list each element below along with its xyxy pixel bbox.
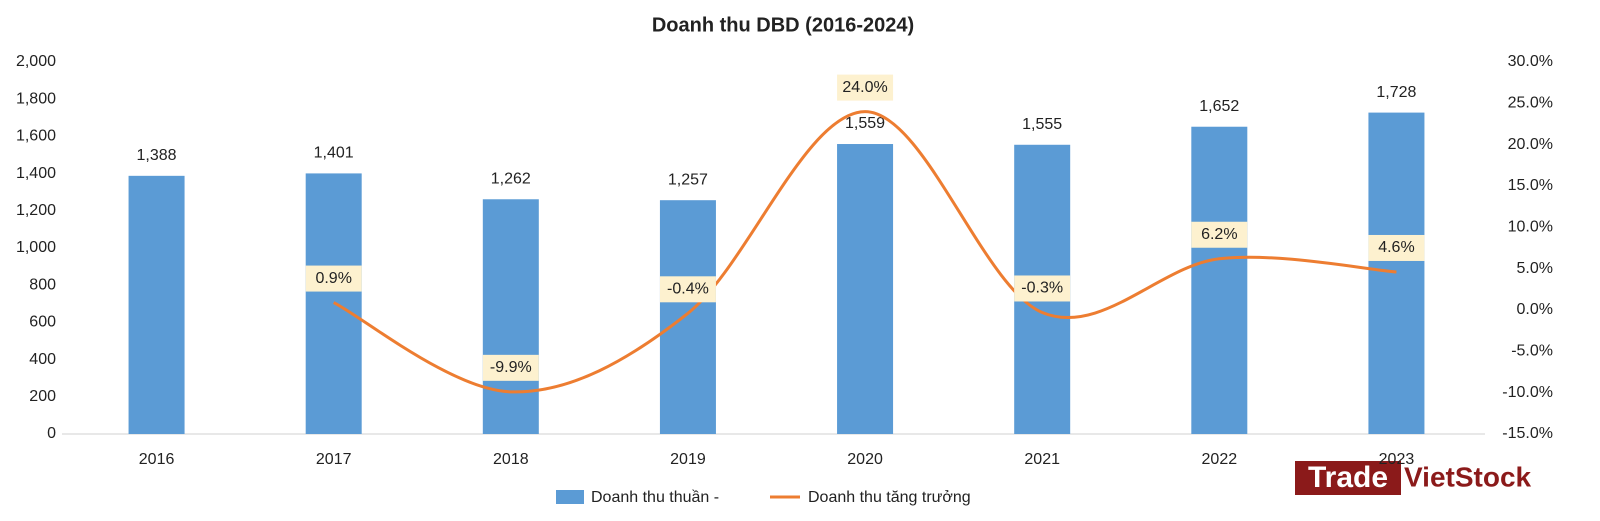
y2-tick-label: 30.0% bbox=[1508, 53, 1553, 70]
value-label-box bbox=[482, 354, 539, 381]
bar-value-label: 1,555 bbox=[1022, 116, 1062, 133]
line-value-label: 24.0% bbox=[842, 79, 887, 96]
legend-label: Doanh thu thuần - bbox=[591, 489, 719, 506]
watermark: Trade bbox=[1308, 461, 1388, 494]
bar-value-label: 1,401 bbox=[314, 145, 354, 162]
y2-tick-label: 10.0% bbox=[1508, 219, 1553, 236]
line-value-label: 4.6% bbox=[1378, 239, 1414, 256]
bar-value-label: 1,257 bbox=[668, 171, 708, 188]
bar bbox=[1191, 126, 1248, 434]
y-tick-label: 1,400 bbox=[16, 165, 56, 182]
line bbox=[333, 110, 1397, 394]
x-tick-label: 2016 bbox=[139, 451, 175, 468]
bar-value-label: 1,728 bbox=[1376, 84, 1416, 101]
y2-tick-label: 15.0% bbox=[1508, 177, 1553, 194]
y-tick-label: 200 bbox=[29, 388, 56, 405]
line-value-label: 0.9% bbox=[315, 270, 351, 287]
y2-tick-label: -5.0% bbox=[1511, 343, 1553, 360]
y-tick-label: 1,800 bbox=[16, 90, 56, 107]
x-tick-label: 2023 bbox=[1379, 451, 1415, 468]
line-value-label: -9.9% bbox=[490, 359, 532, 376]
value-label-box bbox=[1368, 234, 1425, 261]
y-tick-label: 2,000 bbox=[16, 53, 56, 70]
value-label-box bbox=[1014, 275, 1071, 302]
y-tick-label: 400 bbox=[29, 351, 56, 368]
y2-tick-label: 20.0% bbox=[1508, 136, 1553, 153]
y-tick-label: 1,200 bbox=[16, 202, 56, 219]
x-tick-label: 2020 bbox=[847, 451, 883, 468]
x-tick-label: 2022 bbox=[1202, 451, 1238, 468]
watermark-box bbox=[1295, 461, 1401, 495]
y-tick-label: 0 bbox=[47, 425, 56, 442]
y2-tick-label: 0.0% bbox=[1517, 301, 1553, 318]
y2-tick-label: -15.0% bbox=[1502, 425, 1553, 442]
line-value-label: -0.3% bbox=[1021, 280, 1063, 297]
x-tick-label: 2019 bbox=[670, 451, 706, 468]
bar-value-label: 1,388 bbox=[137, 147, 177, 164]
y-tick-label: 600 bbox=[29, 314, 56, 331]
legend-label: Doanh thu tăng trưởng bbox=[808, 489, 971, 506]
line-value-label: -0.4% bbox=[667, 281, 709, 298]
bar-value-label: 1,652 bbox=[1199, 98, 1239, 115]
y-tick-label: 1,000 bbox=[16, 239, 56, 256]
bar-value-label: 1,262 bbox=[491, 170, 531, 187]
bar bbox=[837, 144, 894, 434]
y2-tick-label: -10.0% bbox=[1502, 384, 1553, 401]
bar bbox=[659, 200, 716, 434]
x-tick-label: 2018 bbox=[493, 451, 529, 468]
value-label-box bbox=[659, 276, 716, 303]
value-label-box bbox=[837, 74, 894, 101]
value-label-box bbox=[305, 265, 362, 292]
bar bbox=[1368, 112, 1425, 434]
bar-value-label: 1,559 bbox=[845, 115, 885, 132]
bar bbox=[482, 199, 539, 434]
x-tick-label: 2021 bbox=[1024, 451, 1060, 468]
value-label-box bbox=[1191, 221, 1248, 248]
y-tick-label: 1,600 bbox=[16, 128, 56, 145]
x-tick-label: 2017 bbox=[316, 451, 352, 468]
y-tick-label: 800 bbox=[29, 276, 56, 293]
chart-title: Doanh thu DBD (2016-2024) bbox=[652, 14, 914, 36]
bar bbox=[128, 175, 185, 434]
watermark: VietStock bbox=[1404, 461, 1532, 492]
legend-swatch bbox=[556, 490, 584, 504]
y2-tick-label: 5.0% bbox=[1517, 260, 1553, 277]
y2-tick-label: 25.0% bbox=[1508, 95, 1553, 112]
line-value-label: 6.2% bbox=[1201, 226, 1237, 243]
